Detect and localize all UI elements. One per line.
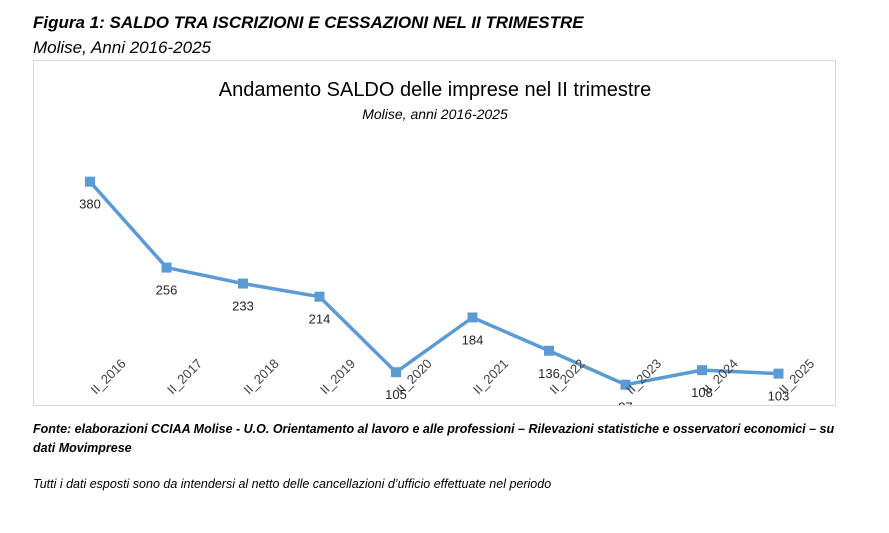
x-tick-label: II_2019 — [317, 356, 358, 397]
data-label: 233 — [232, 299, 254, 314]
data-label: 214 — [309, 312, 331, 327]
x-tick-label: II_2023 — [623, 356, 664, 397]
data-point — [467, 312, 478, 323]
data-point — [314, 291, 325, 302]
x-tick-label: II_2024 — [700, 356, 741, 397]
x-tick-label: II_2017 — [164, 356, 205, 397]
chart-marks: 380 256 233 214 105 184 136 87 108 103 II_2016 II_2… — [79, 176, 817, 405]
data-point — [544, 345, 554, 356]
data-point — [161, 262, 172, 273]
data-label: 136 — [538, 366, 560, 381]
data-point — [391, 367, 401, 378]
source-note: Fonte: elaborazioni CCIAA Molise - U.O. … — [33, 422, 835, 455]
data-point — [238, 278, 248, 289]
data-label: 380 — [79, 197, 101, 212]
data-point — [697, 365, 707, 376]
line-chart: Andamento SALDO delle imprese nel II tri… — [79, 79, 817, 405]
chart-subtitle: Molise, anni 2016-2025 — [362, 106, 508, 122]
data-label: 87 — [618, 400, 632, 405]
footnote: Tutti i dati esposti sono da intendersi … — [33, 477, 552, 491]
x-tick-label: II_2021 — [470, 356, 511, 397]
x-tick-label: II_2016 — [88, 356, 129, 397]
data-label: 108 — [691, 385, 713, 400]
chart-container: Andamento SALDO delle imprese nel II tri… — [33, 60, 836, 406]
data-label: 105 — [385, 387, 407, 402]
data-point — [85, 176, 95, 187]
series-line — [88, 180, 779, 387]
data-label: 103 — [768, 389, 790, 404]
figure-subtitle: Molise, Anni 2016-2025 — [33, 38, 211, 57]
data-label: 256 — [156, 283, 178, 298]
x-tick-label: II_2018 — [241, 356, 282, 397]
data-point — [620, 379, 631, 390]
figure-title: Figura 1: SALDO TRA ISCRIZIONI E CESSAZI… — [33, 13, 584, 32]
chart-title: Andamento SALDO delle imprese nel II tri… — [219, 79, 651, 101]
data-point — [773, 368, 784, 379]
data-label: 184 — [462, 332, 484, 347]
